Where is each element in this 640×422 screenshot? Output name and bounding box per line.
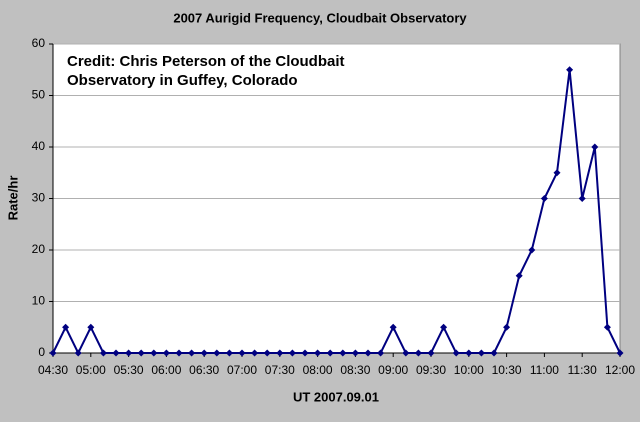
data-point [440,323,448,331]
y-tick-label: 10 [32,294,46,308]
x-tick-label: 12:00 [605,363,635,377]
x-tick-label: 11:00 [530,363,559,377]
data-point [553,169,561,177]
x-tick-label: 06:00 [151,363,181,377]
data-point [616,349,624,357]
x-tick-label: 05:30 [114,363,144,377]
data-point [175,349,183,357]
data-point [87,323,95,331]
data-point [125,349,133,357]
data-point [150,349,158,357]
data-point [578,195,586,202]
data-point [477,349,485,357]
series-line [52,69,621,356]
x-tick-label: 08:30 [340,363,370,377]
data-point [414,349,422,357]
data-point [188,349,196,357]
y-tick-label: 60 [32,36,46,50]
data-point [225,349,233,357]
y-tick-label: 20 [32,242,46,256]
x-tick-label: 10:00 [454,363,484,377]
data-point [364,349,372,357]
data-point [540,195,548,202]
annotation: Credit: Chris Peterson of the Cloudbait [67,53,345,70]
data-point [351,349,359,357]
annotation: Observatory in Guffey, Colorado [67,72,298,89]
data-point [377,349,385,357]
data-point [137,349,145,357]
data-point [276,349,284,357]
y-tick-label: 0 [38,345,45,359]
x-tick-label: 08:00 [303,363,333,377]
data-point [314,349,322,357]
y-tick-label: 30 [32,191,46,205]
data-point [200,349,208,357]
data-point [591,143,599,151]
data-point [74,349,82,357]
data-point [490,349,498,357]
data-point [49,349,57,357]
data-point [528,246,536,254]
x-tick-label: 04:30 [38,363,68,377]
data-point [62,323,70,331]
data-point [213,349,221,357]
data-point [427,349,435,357]
x-tick-label: 07:00 [227,363,257,377]
data-point [603,323,611,331]
x-tick-label: 06:30 [189,363,219,377]
data-point [99,349,107,357]
data-point [326,349,334,357]
data-point [515,272,523,280]
data-point [301,349,309,357]
y-tick-label: 40 [32,139,46,153]
data-point [112,349,120,357]
x-tick-label: 11:30 [568,363,597,377]
data-point [452,349,460,357]
data-point [566,66,574,74]
data-point [251,349,259,357]
x-tick-label: 09:30 [416,363,446,377]
data-point [263,349,271,357]
data-point [465,349,473,357]
data-point [389,323,397,331]
x-tick-label: 09:00 [378,363,408,377]
x-tick-label: 05:00 [76,363,106,377]
data-point [162,349,170,357]
y-axis-label: Rate/hr [5,176,20,221]
data-point [288,349,296,357]
chart-title: 2007 Aurigid Frequency, Cloudbait Observ… [173,10,467,25]
data-point [339,349,347,357]
x-tick-label: 10:30 [492,363,522,377]
data-point [503,323,511,331]
x-tick-label: 07:30 [265,363,295,377]
data-point [402,349,410,357]
x-axis-label: UT 2007.09.01 [293,389,379,404]
y-tick-label: 50 [32,88,46,102]
data-point [238,349,246,357]
